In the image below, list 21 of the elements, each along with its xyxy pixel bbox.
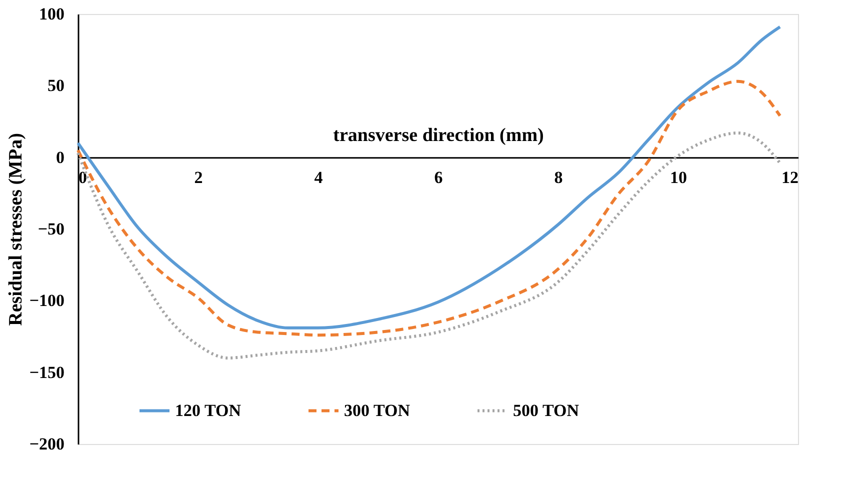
x-tick-label: 12 — [782, 168, 798, 187]
y-tick-label: 0 — [56, 148, 64, 167]
x-tick-label: 6 — [434, 168, 443, 187]
x-axis-title: transverse direction (mm) — [333, 124, 544, 146]
x-tick-label: 4 — [314, 168, 324, 187]
y-tick-label: −50 — [38, 220, 64, 238]
y-tick-label: −200 — [29, 434, 64, 454]
x-tick-label: 0 — [78, 168, 87, 187]
legend-label: 300 TON — [344, 400, 411, 420]
y-tick-label: −150 — [29, 362, 64, 382]
line-series — [76, 80, 782, 337]
y-tick-label: 50 — [48, 76, 64, 96]
x-tick-label: 8 — [554, 168, 563, 187]
y-axis-title: Residual stresses (MPa) — [5, 133, 26, 326]
legend-label: 500 TON — [513, 400, 580, 420]
y-tick-label: −100 — [29, 291, 64, 310]
line-series — [76, 25, 782, 330]
x-tick-label: 10 — [670, 168, 687, 187]
y-tick-label: 100 — [39, 4, 64, 24]
legend-label: 120 TON — [175, 400, 242, 420]
x-tick-label: 2 — [194, 168, 203, 187]
